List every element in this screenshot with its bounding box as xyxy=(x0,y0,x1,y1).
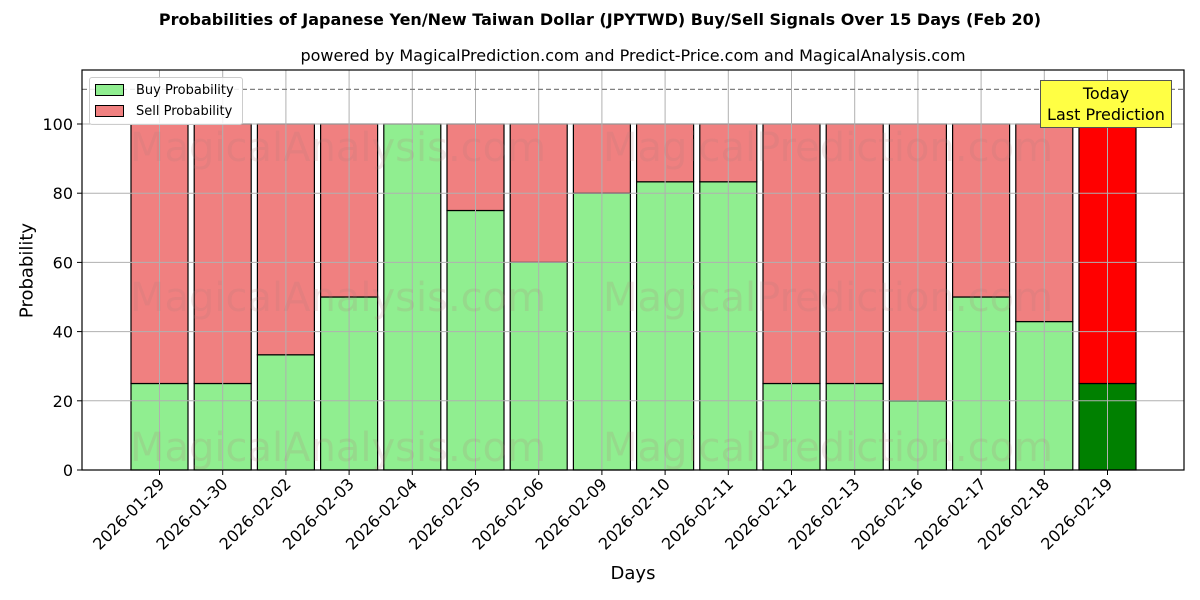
legend-item-buy: Buy Probability xyxy=(95,82,234,98)
x-axis-label: Days xyxy=(610,563,656,584)
today-annotation: Today Last Prediction xyxy=(1040,80,1172,128)
y-tick-label: 40 xyxy=(53,323,73,342)
buy-swatch-icon xyxy=(95,84,124,96)
sell-swatch-icon xyxy=(95,105,124,117)
chart-title: Probabilities of Japanese Yen/New Taiwan… xyxy=(158,10,1042,29)
legend-item-sell: Sell Probability xyxy=(95,103,232,119)
y-tick-label: 80 xyxy=(53,184,73,203)
y-tick-label: 0 xyxy=(63,461,73,480)
legend-sell-label: Sell Probability xyxy=(136,103,233,119)
y-tick-label: 60 xyxy=(53,253,73,272)
legend-buy-label: Buy Probability xyxy=(136,82,234,98)
y-tick-label: 100 xyxy=(42,115,73,134)
annotation-line-1: Today xyxy=(1082,84,1130,103)
legend: Buy Probability Sell Probability xyxy=(89,77,243,125)
annotation-line-2: Last Prediction xyxy=(1047,105,1165,124)
y-tick-label: 20 xyxy=(53,392,73,411)
chart-subtitle: powered by MagicalPrediction.com and Pre… xyxy=(300,46,966,65)
